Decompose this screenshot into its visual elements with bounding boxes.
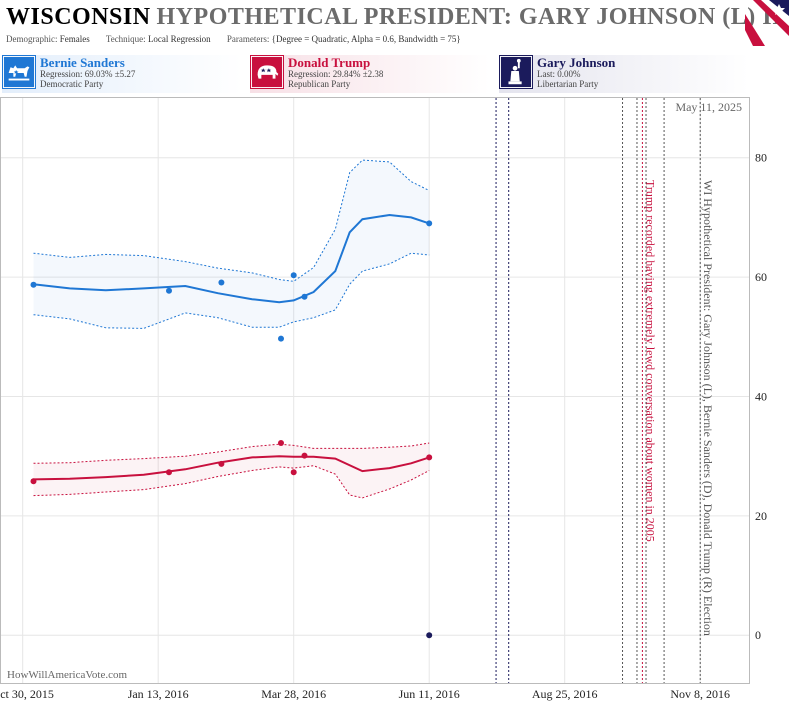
candidate-stat: Regression: 69.03% ±5.27: [40, 69, 136, 79]
confidence-upper: [33, 442, 430, 464]
candidate-stat: Regression: 29.84% ±2.38: [288, 69, 384, 79]
elephant-icon: [250, 55, 284, 89]
confidence-band: [33, 160, 430, 329]
poll-point: [30, 281, 37, 288]
x-tick-label: Oct 30, 2015: [0, 687, 54, 701]
statue-of-liberty-icon: [499, 55, 533, 89]
legend-item-johnson: Gary Johnson Last: 0.00% Libertarian Par…: [499, 55, 749, 93]
confidence-upper: [33, 159, 430, 282]
candidate-name: Donald Trump: [288, 55, 371, 70]
legend-item-sanders: Bernie Sanders Regression: 69.03% ±5.27 …: [2, 55, 242, 93]
poll-point: [301, 293, 308, 300]
poll-point: [218, 460, 225, 467]
y-tick-label: 60: [755, 270, 767, 284]
demographic-value: Females: [59, 34, 90, 44]
x-tick-label: Nov 8, 2016: [670, 687, 730, 701]
candidate-name: Bernie Sanders: [40, 55, 125, 70]
poll-point: [301, 452, 308, 459]
date-stamp: May 11, 2025: [675, 100, 742, 114]
title-main: HYPOTHETICAL PRESIDENT: GARY JOHNSON (L)…: [156, 4, 782, 30]
regression-line: [33, 213, 430, 304]
poll-point: [426, 632, 433, 639]
candidate-party: Libertarian Party: [537, 79, 599, 89]
technique-value: Local Regression: [147, 34, 211, 44]
chart-title: WISCONSIN HYPOTHETICAL PRESIDENT: GARY JO…: [6, 4, 786, 34]
parameters-label: Parameters:: [226, 34, 270, 44]
y-tick-label: 80: [755, 151, 767, 165]
candidate-stat: Last: 0.00%: [537, 69, 581, 79]
y-tick-label: 20: [755, 509, 767, 523]
y-tick-label: 0: [755, 628, 761, 642]
watermark: HowWillAmericaVote.com: [7, 669, 127, 681]
poll-point: [166, 469, 172, 476]
candidate-party: Democratic Party: [40, 79, 104, 89]
confidence-band: [33, 443, 430, 498]
parameters-value: {Degree = Quadratic, Alpha = 0.6, Bandwi…: [271, 34, 461, 44]
x-tick-label: Jan 13, 2016: [128, 687, 189, 701]
demographic-label: Demographic:: [6, 34, 58, 44]
event-label: Trump recorded having extremely lewd con…: [643, 180, 657, 542]
poll-point: [218, 279, 225, 286]
poll-point: [278, 335, 284, 342]
x-tick-label: Aug 25, 2016: [532, 687, 598, 701]
technique-label: Technique:: [105, 34, 146, 44]
poll-point: [278, 440, 284, 446]
poll-point: [166, 287, 172, 294]
donkey-icon: [2, 55, 36, 89]
candidate-name: Gary Johnson: [537, 55, 616, 70]
y-tick-label: 40: [755, 389, 767, 403]
x-tick-label: Jun 11, 2016: [399, 687, 460, 701]
flag-icon: [745, 0, 789, 46]
x-tick-label: Mar 28, 2016: [261, 687, 326, 701]
poll-point: [290, 469, 297, 476]
poll-point: [30, 478, 37, 485]
poll-point: [426, 220, 433, 227]
confidence-lower: [33, 252, 430, 329]
poll-point: [290, 272, 297, 279]
title-state: WISCONSIN: [6, 4, 151, 30]
candidate-party: Republican Party: [288, 79, 351, 89]
parameters-row: Demographic: Females Technique: Local Re…: [6, 34, 461, 44]
plot-frame: [0, 97, 750, 684]
legend-item-trump: Donald Trump Regression: 29.84% ±2.38 Re…: [250, 55, 490, 93]
poll-point: [426, 454, 433, 461]
regression-line: [33, 455, 430, 481]
event-label: WI Hypothetical President: Gary Johnson …: [701, 180, 715, 636]
